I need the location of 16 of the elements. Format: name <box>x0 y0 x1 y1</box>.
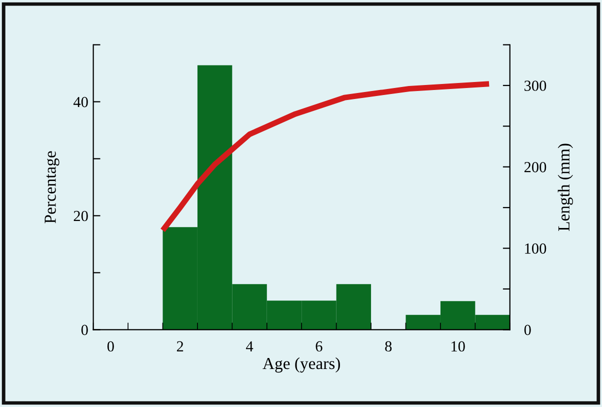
y-tick-label: 40 <box>73 96 88 108</box>
y2-tick-label: 300 <box>524 80 546 91</box>
x-axis-title: Age (years) <box>262 357 340 373</box>
y-tick-label: 0 <box>81 324 88 336</box>
y2-tick-label: 0 <box>524 324 531 336</box>
y-tick-label: 20 <box>74 210 88 222</box>
x-tick-label: 0 <box>107 341 114 352</box>
x-tick-label: 8 <box>385 341 392 352</box>
y2-tick-label: 100 <box>525 243 546 254</box>
y2-tick-label: 200 <box>524 162 546 172</box>
x-tick-label: 4 <box>246 341 254 352</box>
x-tick-label: 6 <box>316 341 322 352</box>
x-tick-label: 2 <box>176 341 184 352</box>
y2-axis-title: Length (mm) <box>558 144 573 231</box>
x-tick-label: 10 <box>452 341 465 352</box>
y-axis-title: Percentage <box>44 151 60 224</box>
